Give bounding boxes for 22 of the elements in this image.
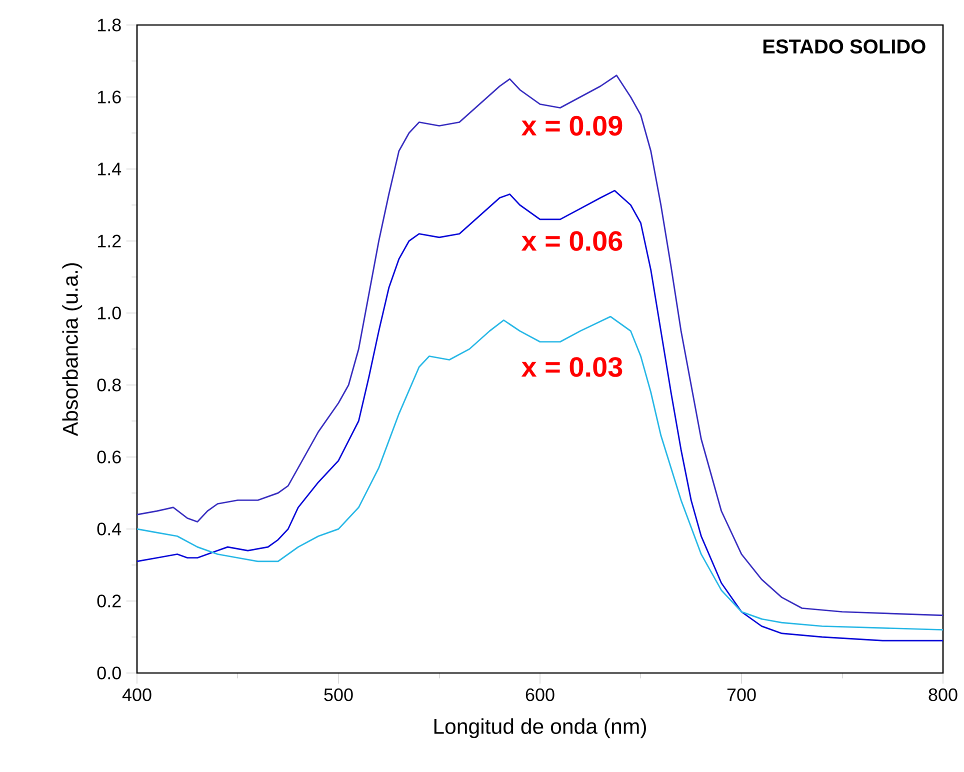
y-tick-label: 1.2 [98, 234, 121, 248]
series-label: x = 0.09 [521, 116, 622, 136]
y-tick-label: 1.8 [98, 18, 121, 32]
y-tick-label: 1.0 [98, 306, 121, 320]
series-label: x = 0.03 [521, 357, 622, 377]
y-tick-label: 0.6 [97, 450, 121, 464]
y-tick-label: 0.8 [97, 378, 121, 392]
line-series [136, 316, 944, 631]
y-tick-label: 1.6 [98, 90, 121, 104]
x-tick-label: 700 [727, 688, 756, 702]
series-label: x = 0.06 [521, 231, 622, 251]
y-tick-label: 0.2 [97, 594, 121, 608]
x-tick-label: 600 [526, 688, 554, 702]
y-tick-label: 0.0 [97, 666, 121, 680]
x-tick-label: 800 [928, 688, 958, 702]
y-axis-title: Absorbancia (u.a.) [62, 263, 82, 436]
y-tick-label: 1.4 [98, 162, 122, 176]
x-tick-label: 400 [122, 688, 152, 702]
y-tick-label: 0.4 [97, 522, 122, 536]
x-axis-title: Longitud de onda (nm) [434, 718, 646, 738]
annotation: ESTADO SOLIDO [763, 39, 926, 54]
x-tick-label: 500 [324, 688, 353, 702]
